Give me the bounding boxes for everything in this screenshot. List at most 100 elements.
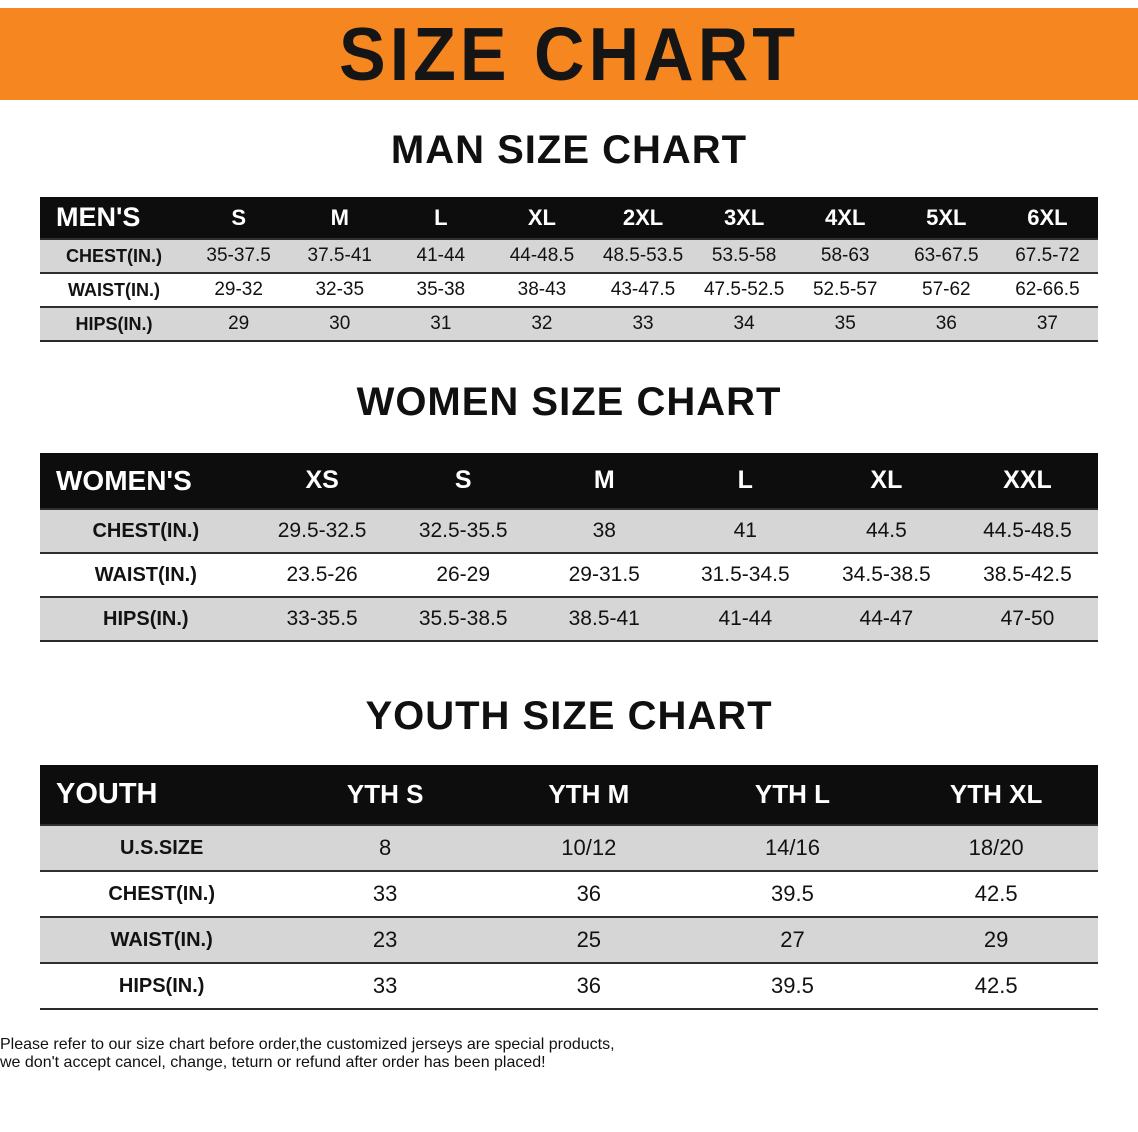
value-cell: 31.5-34.5 [674,552,816,597]
value-cell: 38 [533,508,675,553]
youth-section-title: YOUTH SIZE CHART [365,694,773,738]
row-label-cell: WAIST(IN.) [40,552,252,597]
size-header-cell: 6XL [996,197,1098,239]
value-cell: 23.5-26 [251,552,393,597]
value-cell: 58-63 [794,238,896,273]
value-cell: 18/20 [894,824,1098,871]
row-label-cell: WAIST(IN.) [40,272,189,307]
size-header-cell: L [674,453,816,509]
men-table-wrap: MEN'S S M L XL 2XL 3XL 4XL 5XL 6XL CHEST(IN.) 35-37… [0,197,1138,342]
value-cell: 36 [895,306,997,341]
value-cell: 29 [188,306,290,341]
table-header-row: YOUTH YTH S YTH M YTH L YTH XL [40,765,1098,825]
size-header-cell: YTH S [283,765,487,825]
value-cell: 52.5-57 [794,272,896,307]
men-section-title: MAN SIZE CHART [390,128,748,172]
size-header-cell: 2XL [592,197,694,239]
value-cell: 32.5-35.5 [392,508,534,553]
size-header-cell: L [390,197,492,239]
value-cell: 62-66.5 [996,272,1098,307]
men-size-table: MEN'S S M L XL 2XL 3XL 4XL 5XL 6XL CHEST(IN.) 35-37… [40,197,1098,342]
value-cell: 41-44 [390,238,492,273]
value-cell: 37.5-41 [289,238,391,273]
value-cell: 44.5 [815,508,957,553]
value-cell: 27 [690,916,895,963]
row-label-cell: HIPS(IN.) [40,306,189,341]
table-title-cell: YOUTH [40,765,284,825]
value-cell: 10/12 [486,824,691,871]
section-men: MAN SIZE CHART MEN'S S M L XL 2XL 3XL 4XL 5XL 6XL… [0,128,1138,342]
table-header-row: WOMEN'S XS S M L XL XXL [40,453,1098,509]
value-cell: 35-37.5 [188,238,290,273]
value-cell: 34 [693,306,795,341]
value-cell: 35 [794,306,896,341]
value-cell: 63-67.5 [895,238,997,273]
value-cell: 35-38 [390,272,492,307]
table-title-cell: MEN'S [40,197,189,239]
size-header-cell: XS [251,453,393,509]
value-cell: 44-47 [815,596,957,641]
table-header-row: MEN'S S M L XL 2XL 3XL 4XL 5XL 6XL [40,197,1098,239]
table-row: CHEST(IN.) 35-37.5 37.5-41 41-44 44-48.5 48.5… [40,238,1098,273]
table-row: HIPS(IN.) 33-35.5 35.5-38.5 38.5-41 41-44 44-… [40,596,1098,641]
value-cell: 44.5-48.5 [956,508,1098,553]
table-row: WAIST(IN.) 23 25 27 29 [40,916,1098,963]
size-header-cell: 3XL [693,197,795,239]
size-header-cell: 4XL [794,197,896,239]
value-cell: 67.5-72 [996,238,1098,273]
size-header-cell: S [392,453,534,509]
value-cell: 32 [491,306,593,341]
value-cell: 29 [894,916,1098,963]
value-cell: 33 [283,870,487,917]
value-cell: 29-31.5 [533,552,675,597]
youth-table-wrap: YOUTH YTH S YTH M YTH L YTH XL U.S.SIZE 8 10/12… [0,765,1138,1010]
table-row: CHEST(IN.) 29.5-32.5 32.5-35.5 38 41 44.5 44.5… [40,508,1098,553]
value-cell: 48.5-53.5 [592,238,694,273]
value-cell: 53.5-58 [693,238,795,273]
value-cell: 38-43 [491,272,593,307]
table-row: WAIST(IN.) 23.5-26 26-29 29-31.5 31.5-34.5 34… [40,552,1098,597]
size-header-cell: YTH L [690,765,895,825]
value-cell: 26-29 [392,552,534,597]
size-header-cell: S [188,197,290,239]
value-cell: 36 [486,962,691,1009]
row-label-cell: HIPS(IN.) [40,962,284,1009]
section-youth: YOUTH SIZE CHART YOUTH YTH S YTH M YTH L YTH… [0,694,1138,1010]
value-cell: 36 [486,870,691,917]
value-cell: 25 [486,916,691,963]
row-label-cell: CHEST(IN.) [40,508,252,553]
women-section-title: WOMEN SIZE CHART [356,380,782,424]
table-row: HIPS(IN.) 33 36 39.5 42.5 [40,962,1098,1009]
disclaimer-line-1: Please refer to our size chart before or… [0,1036,615,1053]
value-cell: 44-48.5 [491,238,593,273]
size-header-cell: M [533,453,675,509]
value-cell: 33-35.5 [251,596,393,641]
size-header-cell: YTH XL [894,765,1098,825]
value-cell: 39.5 [690,870,895,917]
value-cell: 37 [996,306,1098,341]
value-cell: 38.5-41 [533,596,675,641]
value-cell: 32-35 [289,272,391,307]
table-row: CHEST(IN.) 33 36 39.5 42.5 [40,870,1098,917]
value-cell: 29.5-32.5 [251,508,393,553]
value-cell: 33 [592,306,694,341]
size-header-cell: M [289,197,391,239]
size-header-cell: YTH M [486,765,691,825]
row-label-cell: U.S.SIZE [40,824,284,871]
disclaimer-line-2: we don't accept cancel, change, teturn o… [0,1054,546,1071]
value-cell: 41-44 [674,596,816,641]
size-header-cell: XL [815,453,957,509]
value-cell: 47-50 [956,596,1098,641]
value-cell: 39.5 [690,962,895,1009]
value-cell: 33 [283,962,487,1009]
value-cell: 57-62 [895,272,997,307]
section-women: WOMEN SIZE CHART WOMEN'S XS S M L XL XXL CHEST(… [0,380,1138,642]
value-cell: 42.5 [894,870,1098,917]
size-header-cell: XXL [956,453,1098,509]
row-label-cell: WAIST(IN.) [40,916,284,963]
value-cell: 23 [283,916,487,963]
banner: SIZE CHART [0,8,1138,100]
value-cell: 31 [390,306,492,341]
value-cell: 41 [674,508,816,553]
